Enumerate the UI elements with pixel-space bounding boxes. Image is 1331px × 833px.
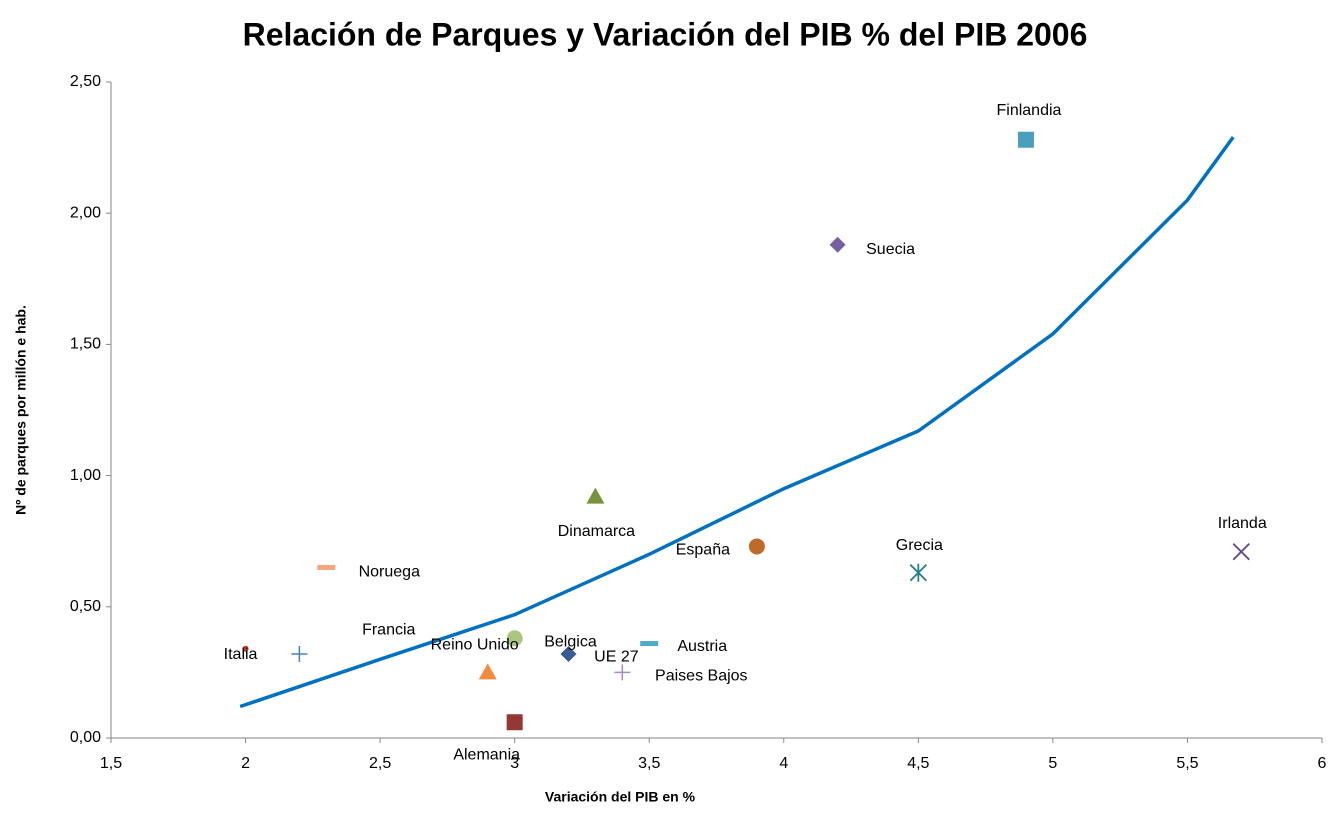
marker	[506, 714, 523, 731]
marker	[560, 646, 577, 663]
marker	[478, 663, 497, 680]
marker	[242, 645, 249, 652]
series: Austria	[640, 638, 727, 655]
data-label: Francia	[362, 622, 415, 639]
data-label: Austria	[677, 638, 727, 655]
y-axis-label: Nº de parques por millón e hab.	[13, 305, 29, 515]
series: Dinamarca	[558, 487, 635, 540]
marker	[586, 487, 605, 504]
data-label: Finlandia	[997, 102, 1062, 119]
series: Noruega	[317, 564, 420, 581]
series: España	[676, 538, 765, 559]
series: UE 27	[291, 646, 639, 665]
series: Italia	[224, 645, 258, 663]
series: Grecia	[896, 537, 943, 582]
y-tick-label: 1,50	[70, 336, 101, 353]
series: Paises Bajos	[614, 664, 748, 685]
y-tick-label: 0,50	[70, 598, 101, 615]
x-tick-label: 5,5	[1176, 755, 1198, 772]
series: Francia	[362, 622, 497, 680]
data-label: Suecia	[866, 241, 915, 258]
data-label: Dinamarca	[558, 523, 635, 540]
x-tick-label: 1,5	[100, 755, 122, 772]
x-tick-label: 2	[241, 755, 250, 772]
y-tick-label: 2,00	[70, 204, 101, 221]
data-label: UE 27	[594, 648, 639, 665]
x-tick-label: 5	[1048, 755, 1057, 772]
marker	[640, 641, 659, 647]
data-label: España	[676, 542, 730, 559]
x-tick-label: 3,5	[638, 755, 660, 772]
marker	[1232, 543, 1250, 561]
marker	[291, 646, 308, 663]
series: Alemania	[453, 714, 523, 763]
x-tick-label: 4	[779, 755, 788, 772]
marker	[614, 664, 631, 681]
marker	[748, 538, 765, 555]
data-label: Irlanda	[1218, 515, 1267, 532]
data-label: Grecia	[896, 537, 943, 554]
y-tick-label: 1,00	[70, 467, 101, 484]
series: Reino Unido	[431, 630, 523, 654]
marker	[1017, 131, 1034, 148]
data-label: Alemania	[453, 746, 520, 763]
series: Finlandia	[997, 102, 1062, 148]
series: Suecia	[829, 236, 915, 258]
series: Belgica	[544, 633, 597, 663]
marker	[829, 236, 846, 253]
marker	[317, 564, 336, 570]
y-tick-label: 0,00	[70, 729, 101, 746]
x-tick-label: 4,5	[907, 755, 929, 772]
x-tick-label: 2,5	[369, 755, 391, 772]
x-tick-label: 6	[1318, 755, 1327, 772]
x-axis-label: Variación del PIB en %	[545, 789, 696, 805]
y-tick-label: 2,50	[70, 73, 101, 90]
data-label: Noruega	[359, 564, 420, 581]
chart-title: Relación de Parques y Variación del PIB …	[243, 16, 1088, 52]
x-tick-label: 3	[510, 755, 519, 772]
marker	[506, 630, 523, 647]
data-label: Italia	[224, 646, 258, 663]
series: Irlanda	[1218, 515, 1267, 561]
marker	[909, 563, 927, 582]
data-label: Paises Bajos	[655, 668, 748, 685]
trend-line	[239, 136, 1235, 709]
data-label: Reino Unido	[431, 637, 519, 654]
data-label: Belgica	[544, 633, 597, 650]
